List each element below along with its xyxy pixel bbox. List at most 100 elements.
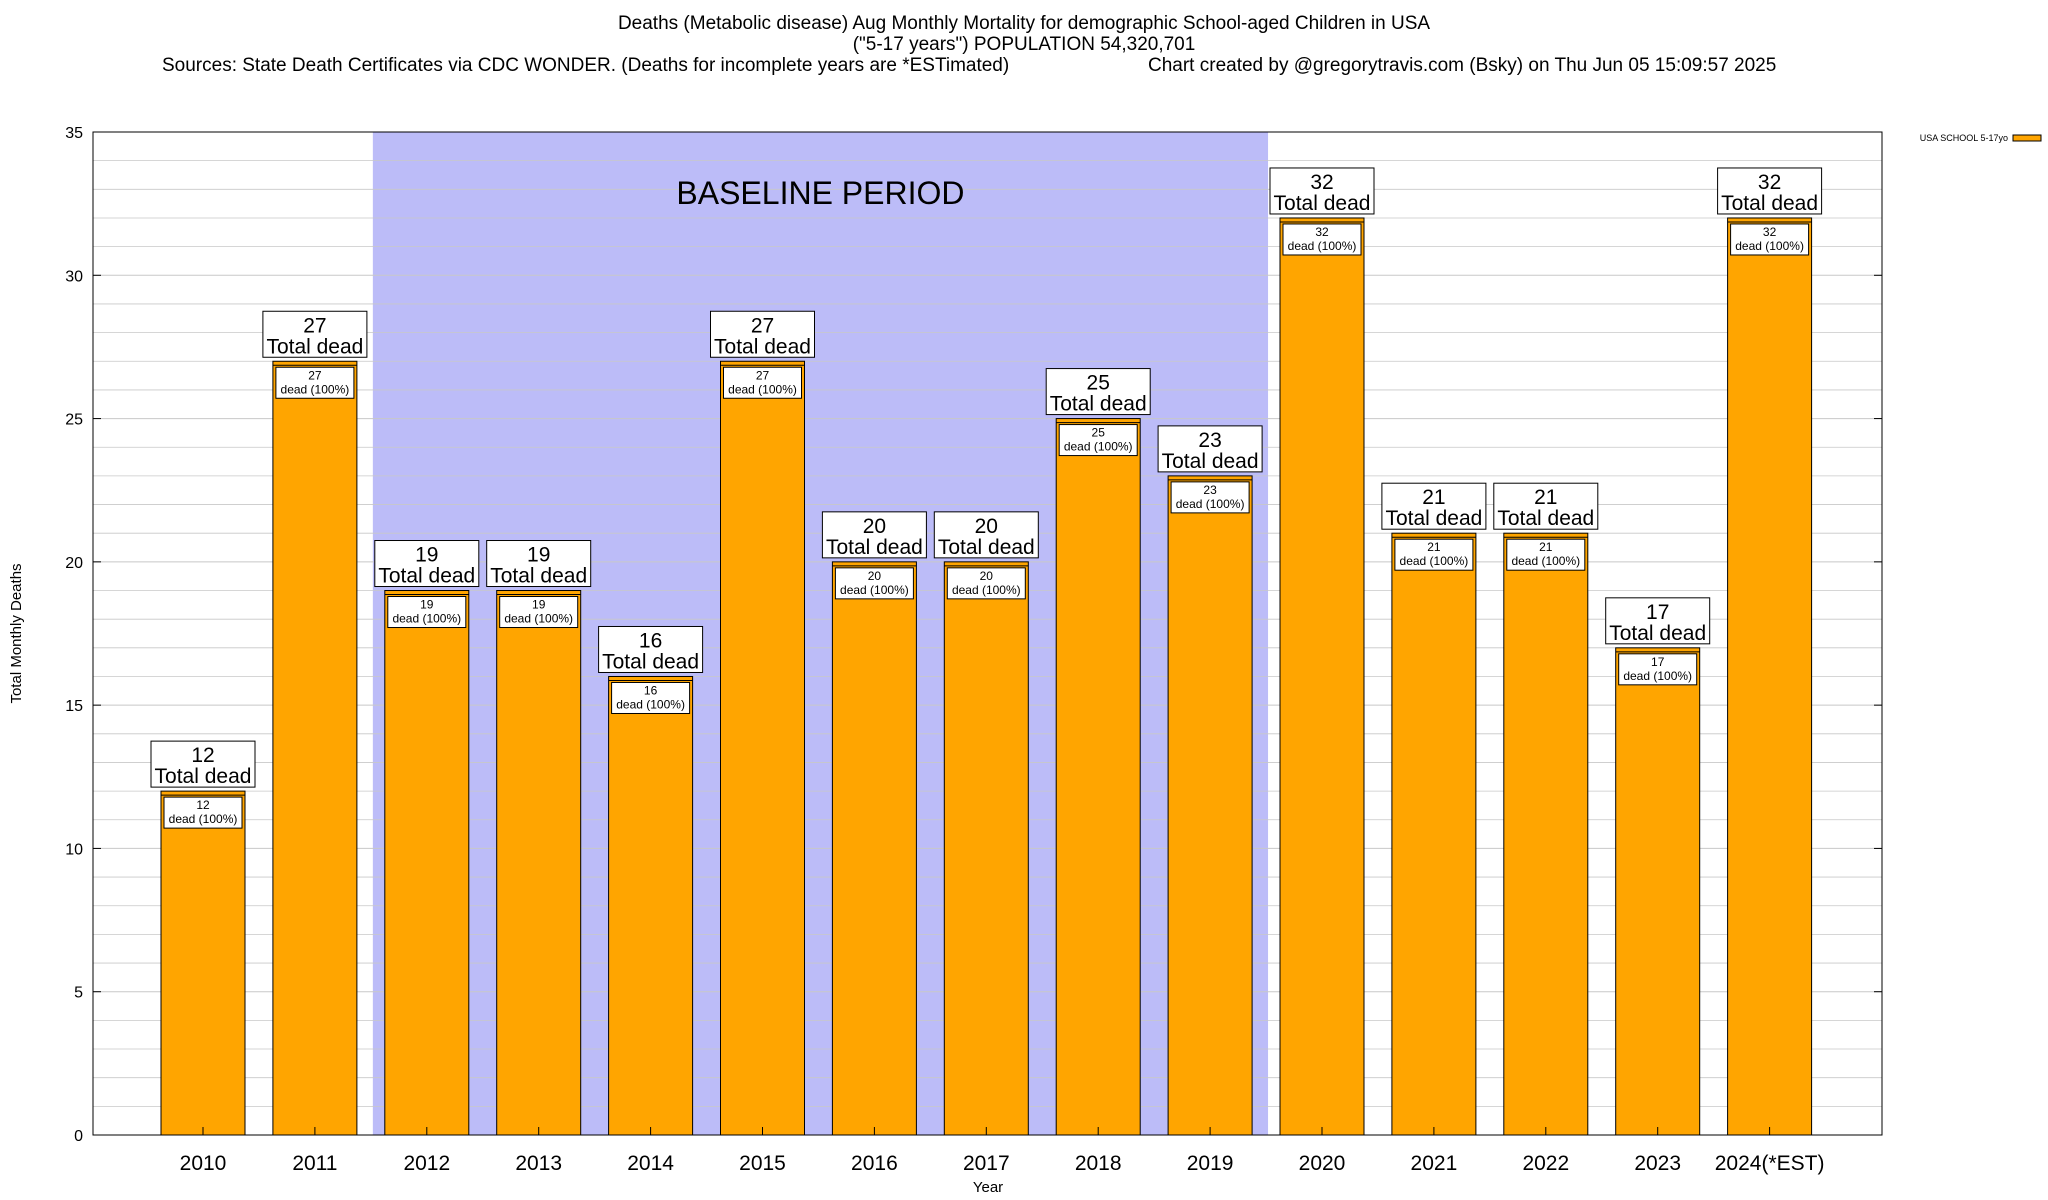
inner-label-text: dead (100%) bbox=[1735, 239, 1804, 253]
top-label-box bbox=[1717, 167, 1823, 215]
bar bbox=[1055, 418, 1141, 1136]
inner-label-text: dead (100%) bbox=[1623, 669, 1692, 683]
inner-label-value: 32 bbox=[1763, 225, 1777, 239]
x-tick-label: 2010 bbox=[180, 1152, 227, 1175]
inner-label-value: 19 bbox=[420, 598, 434, 612]
inner-label-box bbox=[1170, 481, 1250, 514]
x-tick-label: 2019 bbox=[1187, 1152, 1234, 1175]
top-label-value: 16 bbox=[639, 629, 662, 652]
x-tick-label: 2023 bbox=[1634, 1152, 1681, 1175]
bar bbox=[1167, 475, 1253, 1136]
top-label-text: Total dead bbox=[378, 565, 475, 588]
top-label-box bbox=[374, 540, 480, 588]
x-tick-label: 2011 bbox=[292, 1152, 337, 1175]
inner-label-value: 17 bbox=[1651, 655, 1665, 669]
bar bbox=[831, 561, 917, 1136]
inner-label-box bbox=[387, 596, 467, 629]
inner-label-text: dead (100%) bbox=[504, 612, 573, 626]
inner-label-text: dead (100%) bbox=[840, 583, 909, 597]
x-tick-label: 2018 bbox=[1075, 1152, 1122, 1175]
top-label-value: 32 bbox=[1758, 171, 1781, 194]
top-label-value: 20 bbox=[975, 515, 998, 538]
x-tick-label: 2021 bbox=[1411, 1152, 1458, 1175]
top-label-box bbox=[150, 740, 256, 788]
top-label-value: 25 bbox=[1087, 372, 1110, 395]
inner-label-text: dead (100%) bbox=[728, 382, 797, 396]
bar bbox=[608, 675, 694, 1136]
inner-label-box bbox=[1618, 653, 1698, 686]
chart-title-line2: ("5-17 years") POPULATION 54,320,701 bbox=[852, 34, 1196, 55]
top-label-box bbox=[933, 511, 1039, 559]
top-label-box bbox=[1493, 482, 1599, 530]
top-label-value: 32 bbox=[1310, 171, 1333, 194]
top-label-value: 17 bbox=[1646, 601, 1669, 624]
x-tick-label: 2022 bbox=[1522, 1152, 1569, 1175]
top-label-text: Total dead bbox=[490, 565, 587, 588]
top-label-text: Total dead bbox=[1385, 507, 1482, 530]
inner-label-text: dead (100%) bbox=[392, 612, 461, 626]
inner-label-box bbox=[723, 366, 802, 399]
bar bbox=[272, 360, 358, 1136]
x-tick-label: 2024(*EST) bbox=[1715, 1152, 1825, 1175]
x-tick-label: 2020 bbox=[1299, 1152, 1346, 1175]
top-label-box bbox=[486, 540, 592, 588]
top-label-box bbox=[710, 310, 815, 358]
x-tick-label: 2012 bbox=[403, 1152, 450, 1175]
chart-title-line1: Deaths (Metabolic disease) Aug Monthly M… bbox=[617, 13, 1431, 34]
top-label-box bbox=[1381, 482, 1487, 530]
inner-label-value: 21 bbox=[1539, 540, 1553, 554]
inner-label-value: 32 bbox=[1315, 225, 1329, 239]
top-label-box bbox=[598, 625, 704, 673]
inner-label-text: dead (100%) bbox=[616, 697, 685, 711]
top-label-text: Total dead bbox=[1274, 192, 1371, 215]
inner-label-text: dead (100%) bbox=[1511, 554, 1580, 568]
inner-label-value: 19 bbox=[532, 598, 546, 612]
chart-sources: Sources: State Death Certificates via CD… bbox=[162, 55, 1010, 76]
inner-label-box bbox=[1058, 424, 1138, 457]
top-label-box bbox=[1045, 368, 1151, 416]
top-label-value: 21 bbox=[1422, 486, 1445, 509]
inner-label-box bbox=[1282, 223, 1362, 256]
top-label-value: 27 bbox=[751, 314, 774, 337]
y-tick-label: 20 bbox=[65, 555, 83, 572]
inner-label-value: 23 bbox=[1203, 483, 1217, 497]
legend-swatch bbox=[2012, 134, 2042, 142]
inner-label-box bbox=[1506, 538, 1586, 571]
bar bbox=[1391, 532, 1477, 1136]
bar bbox=[1503, 532, 1589, 1136]
top-label-box bbox=[1605, 597, 1711, 645]
y-tick-label: 10 bbox=[65, 841, 83, 858]
inner-label-text: dead (100%) bbox=[169, 812, 238, 826]
top-label-text: Total dead bbox=[602, 650, 699, 673]
x-axis-title: Year bbox=[973, 1179, 1003, 1196]
bar bbox=[384, 590, 470, 1136]
top-label-text: Total dead bbox=[266, 335, 363, 358]
inner-label-value: 20 bbox=[868, 569, 882, 583]
top-label-box bbox=[262, 310, 368, 358]
top-label-value: 12 bbox=[191, 744, 214, 767]
y-tick-label: 15 bbox=[65, 698, 83, 715]
bar bbox=[160, 790, 246, 1136]
bar bbox=[496, 590, 582, 1136]
top-label-value: 19 bbox=[527, 544, 550, 567]
top-label-text: Total dead bbox=[1162, 450, 1259, 473]
x-tick-label: 2016 bbox=[851, 1152, 898, 1175]
inner-label-box bbox=[1394, 538, 1474, 571]
top-label-box bbox=[1157, 425, 1263, 473]
top-label-text: Total dead bbox=[714, 335, 811, 358]
inner-label-box bbox=[275, 366, 355, 399]
inner-label-box bbox=[611, 681, 691, 714]
bar bbox=[1615, 647, 1701, 1136]
inner-label-value: 20 bbox=[980, 569, 994, 583]
bar bbox=[1727, 217, 1813, 1136]
bar bbox=[1279, 217, 1365, 1136]
top-label-value: 27 bbox=[303, 314, 326, 337]
top-label-value: 21 bbox=[1534, 486, 1557, 509]
inner-label-value: 12 bbox=[196, 798, 210, 812]
inner-label-value: 27 bbox=[308, 368, 322, 382]
top-label-value: 20 bbox=[863, 515, 886, 538]
legend-label: USA SCHOOL 5-17yo bbox=[1920, 133, 2008, 143]
inner-label-value: 25 bbox=[1092, 426, 1106, 440]
top-label-text: Total dead bbox=[1050, 393, 1147, 416]
x-tick-label: 2017 bbox=[963, 1152, 1010, 1175]
